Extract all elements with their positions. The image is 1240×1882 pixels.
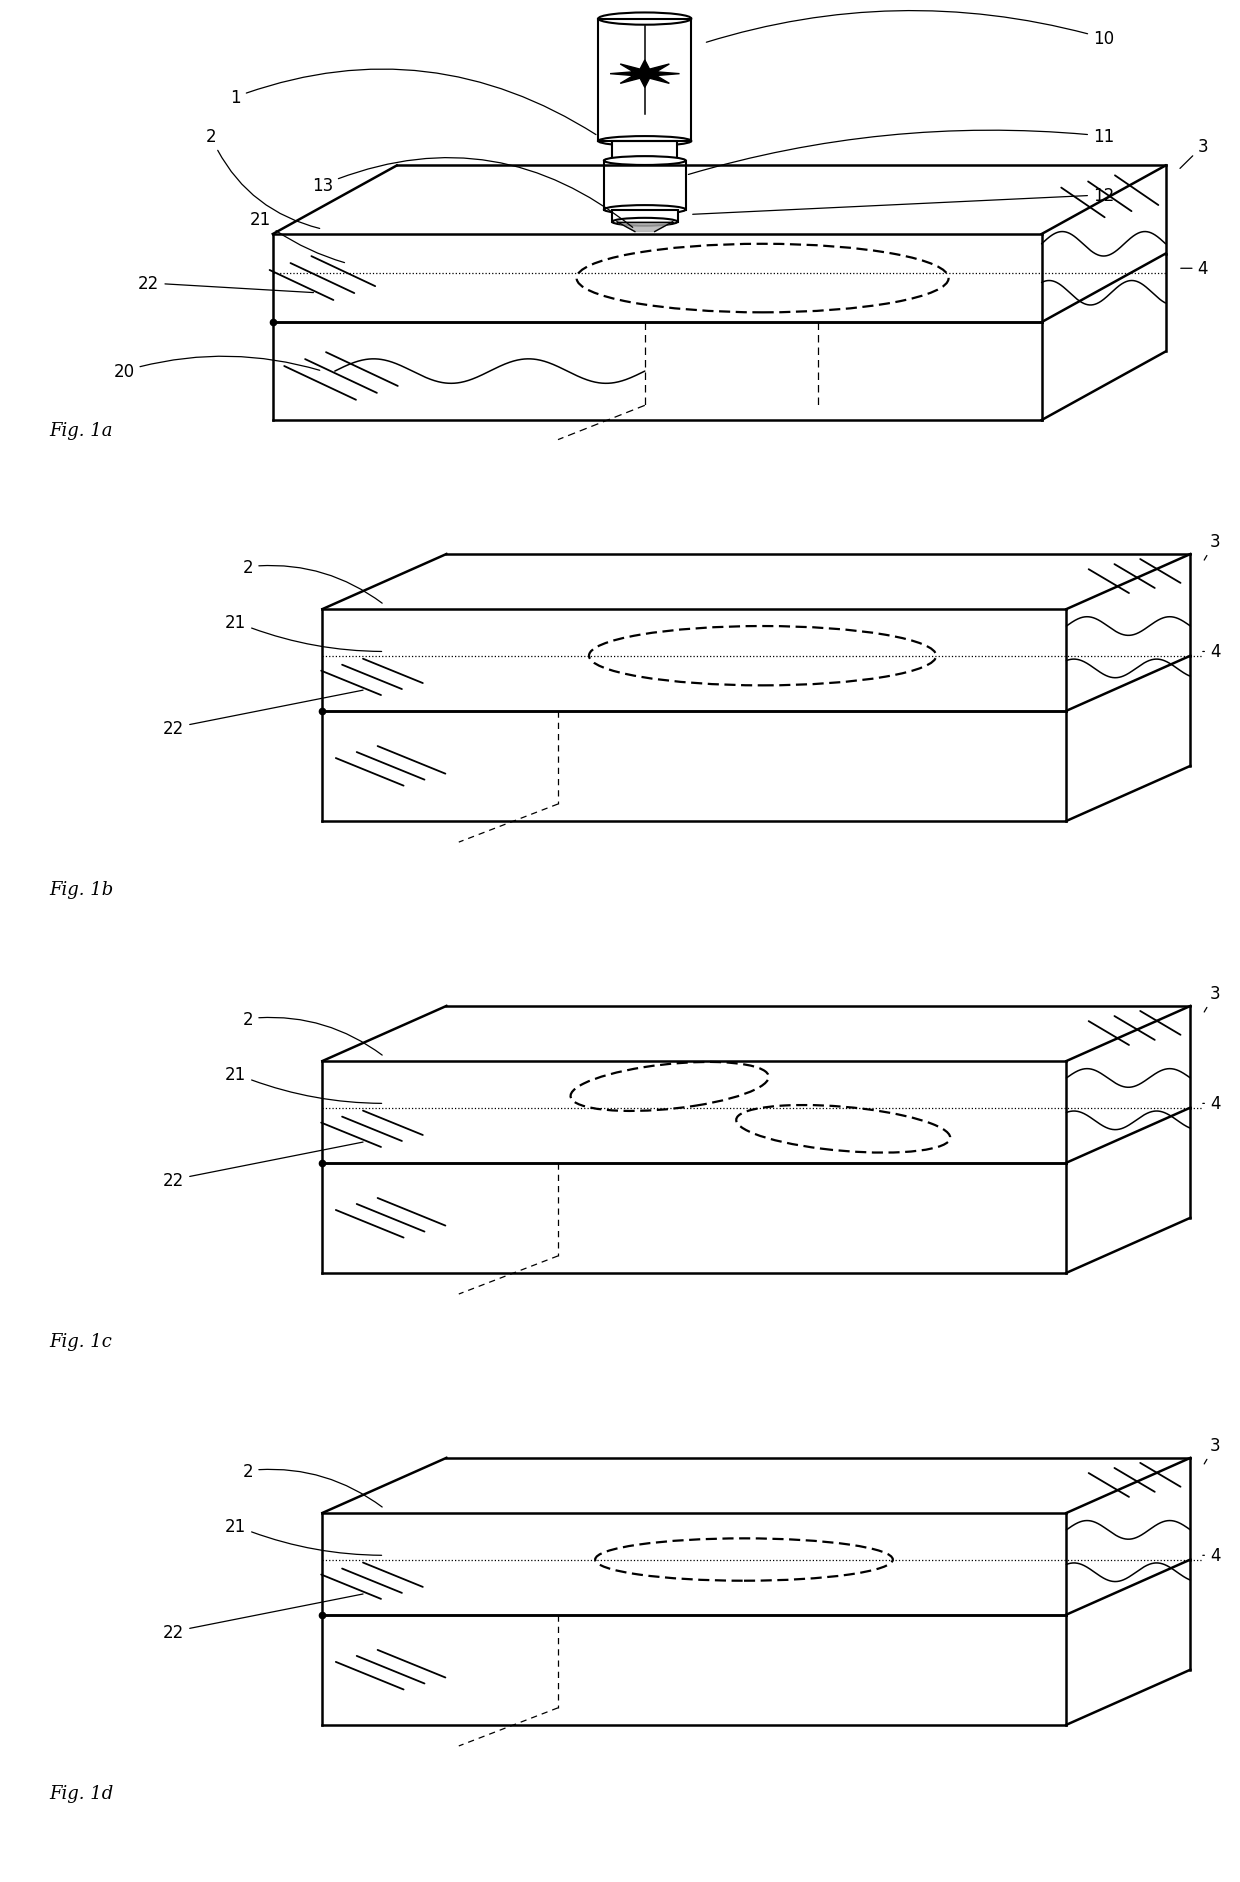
Bar: [613, 141, 677, 162]
Text: Fig. 1d: Fig. 1d: [50, 1784, 114, 1801]
Text: 22: 22: [162, 1594, 363, 1641]
Text: 1: 1: [231, 70, 596, 136]
Text: 21: 21: [249, 211, 345, 263]
Text: 21: 21: [224, 1517, 382, 1555]
Polygon shape: [610, 60, 680, 88]
Text: 3: 3: [1204, 984, 1220, 1013]
Text: 4: 4: [1203, 1547, 1220, 1564]
Ellipse shape: [604, 205, 686, 215]
Text: 3: 3: [1180, 137, 1208, 169]
Text: 21: 21: [224, 1065, 382, 1103]
Ellipse shape: [613, 158, 677, 166]
Text: 3: 3: [1204, 533, 1220, 561]
Text: 22: 22: [138, 275, 314, 294]
Text: 10: 10: [707, 11, 1115, 49]
Bar: [613, 211, 677, 222]
Ellipse shape: [613, 218, 677, 226]
Text: 4: 4: [1180, 260, 1208, 279]
Text: 22: 22: [162, 1142, 363, 1189]
Text: Fig. 1b: Fig. 1b: [50, 881, 114, 898]
Text: 4: 4: [1203, 644, 1220, 661]
Text: 2: 2: [206, 128, 320, 230]
Ellipse shape: [599, 13, 692, 26]
Text: 3: 3: [1204, 1436, 1220, 1464]
FancyBboxPatch shape: [599, 19, 692, 141]
Text: 4: 4: [1203, 1095, 1220, 1112]
Text: 20: 20: [113, 358, 320, 380]
Text: 2: 2: [243, 1011, 382, 1056]
Text: 12: 12: [693, 186, 1115, 215]
Ellipse shape: [604, 156, 686, 166]
Text: Fig. 1a: Fig. 1a: [50, 422, 113, 440]
Text: 2: 2: [243, 559, 382, 604]
Ellipse shape: [599, 137, 692, 147]
Polygon shape: [618, 222, 672, 233]
Text: 22: 22: [162, 691, 363, 738]
Text: 13: 13: [311, 158, 632, 228]
Bar: [604, 162, 686, 211]
Text: 2: 2: [243, 1462, 382, 1507]
Text: 11: 11: [688, 128, 1115, 175]
Text: Fig. 1c: Fig. 1c: [50, 1332, 113, 1349]
Text: 21: 21: [224, 614, 382, 651]
